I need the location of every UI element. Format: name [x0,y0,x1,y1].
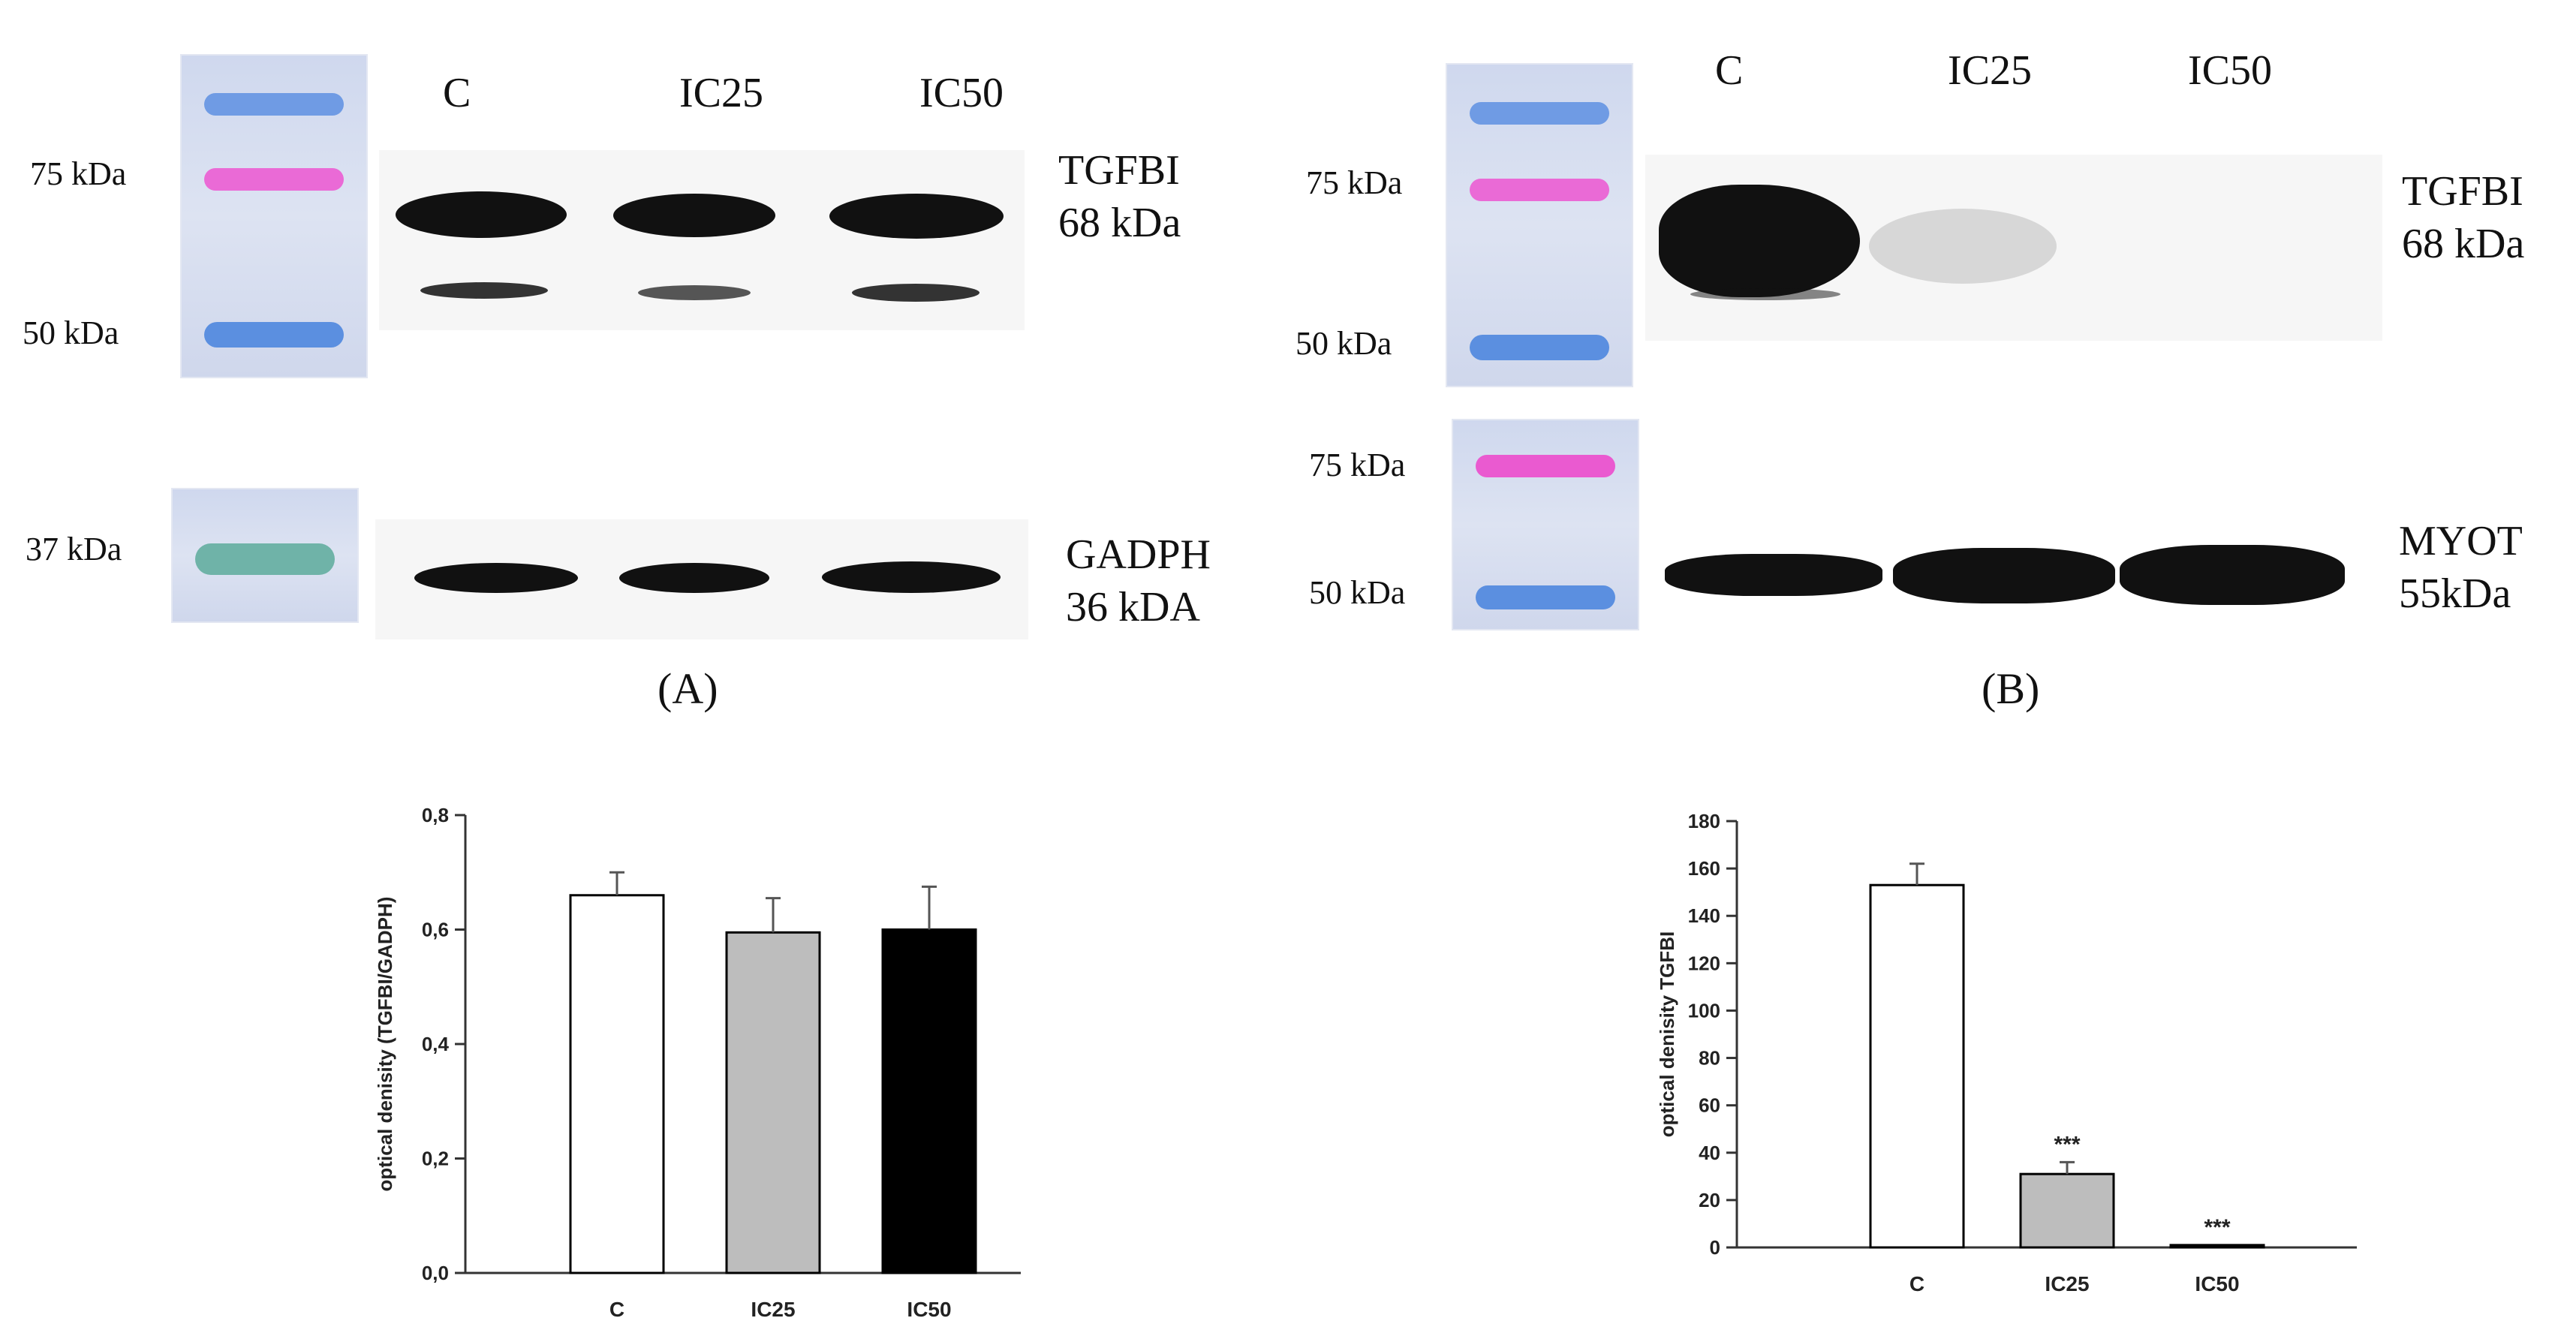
blot-band [619,563,769,593]
protein-label-tgfbi-b: TGFBI 68 kDa [2402,168,2525,267]
bar-c [1869,883,1965,1249]
panel-label-b: (B) [1982,664,2040,713]
blot-b-tgfbi [1645,155,2382,341]
panel-label-a: (A) [658,664,718,713]
bar-ic50 [881,928,977,1274]
significance-label: *** [2204,1215,2230,1240]
protein-label-gadph: GADPH 36 kDA [1066,531,1211,630]
x-tick-label: IC25 [751,1298,795,1321]
x-tick-label: IC50 [2195,1272,2239,1295]
ladder-band-blue-icon [1476,585,1615,609]
blot-band [829,194,1004,239]
blot-band [852,284,980,302]
y-tick-label: 120 [1688,952,1720,974]
blot-band [396,191,567,238]
blot-band [1869,209,2057,284]
y-tick-label: 20 [1699,1189,1720,1211]
marker-ladder-b-bottom [1452,419,1639,630]
x-tick-label: IC50 [907,1298,951,1321]
y-tick-label: 0,0 [422,1262,449,1284]
protein-label-myot: MYOT 55kDa [2399,518,2523,617]
lane-label-ic50: IC50 [919,70,1004,116]
ladder-band-blue-icon [1470,335,1609,360]
bar-ic25 [2019,1172,2115,1249]
bar-chart-a: 0,0 0,2 0,4 0,6 0,8 optical denisity (TGFBI/G… [374,804,1021,1321]
marker-label-75: 75 kDa [30,155,127,192]
marker-label-50: 50 kDa [1296,325,1392,362]
y-tick-label: 140 [1688,904,1720,927]
marker-ladder-a-bottom [171,488,359,623]
ladder-band-magenta-icon [204,168,344,191]
y-tick-label: 0,2 [422,1148,449,1170]
bar-ic25 [725,931,821,1274]
x-tick-label: IC25 [2045,1272,2089,1295]
blot-band [2120,545,2345,605]
ladder-band-blue-icon [204,93,344,116]
blot-band [1893,548,2115,603]
blot-band [1665,554,1882,596]
ladder-band-magenta-icon [1476,455,1615,477]
y-tick-label: 0 [1710,1236,1720,1259]
blot-band [638,285,751,300]
y-tick-label: 100 [1688,999,1720,1022]
y-tick-label: 0,4 [422,1033,450,1055]
marker-label-37: 37 kDa [26,531,122,567]
lane-label-ic25: IC25 [1948,47,2032,94]
lane-label-ic25: IC25 [679,70,763,116]
significance-label: *** [2054,1132,2080,1157]
bar-ic50 [2169,1244,2265,1249]
blot-band [1659,185,1860,297]
x-tick-label: C [609,1298,624,1321]
y-axis-label: optical denisity TGFBI [1656,931,1678,1137]
y-tick-label: 0,6 [422,919,449,941]
marker-ladder-a-top [180,54,368,378]
marker-ladder-b-top [1446,63,1633,387]
marker-label-75: 75 kDa [1306,164,1403,201]
ladder-band-magenta-icon [1470,179,1609,201]
ladder-band-blue-icon [204,322,344,348]
marker-label-50: 50 kDa [1309,574,1406,611]
blot-band [1690,288,1840,300]
bar-chart-b: 0 20 40 60 80 100 120 140 160 180 optical denisity… [1656,810,2357,1295]
bar-c [569,894,665,1274]
ladder-band-blue-icon [1470,102,1609,125]
blot-band [613,194,775,237]
ladder-band-teal-icon [195,543,335,575]
x-tick-label: C [1909,1272,1924,1295]
y-tick-label: 80 [1699,1047,1720,1070]
protein-label-tgfbi-a: TGFBI 68 kDa [1058,147,1181,246]
lane-label-c: C [443,70,471,116]
blot-band [414,563,578,593]
lane-label-c: C [1715,47,1744,94]
y-axis-label: optical denisity (TGFBI/GADPH) [374,897,396,1192]
lane-label-ic50: IC50 [2188,47,2272,94]
y-tick-label: 180 [1688,810,1720,832]
marker-label-75: 75 kDa [1309,447,1406,483]
blot-a-tgfbi [379,150,1025,330]
blot-band [822,561,1001,593]
blot-b-myot [1659,525,2357,623]
y-tick-label: 160 [1688,857,1720,880]
marker-label-50: 50 kDa [23,314,119,351]
y-tick-label: 60 [1699,1094,1720,1117]
blot-band [420,282,548,299]
blot-a-gadph [375,519,1028,639]
y-tick-label: 40 [1699,1142,1720,1164]
y-tick-label: 0,8 [422,804,449,826]
